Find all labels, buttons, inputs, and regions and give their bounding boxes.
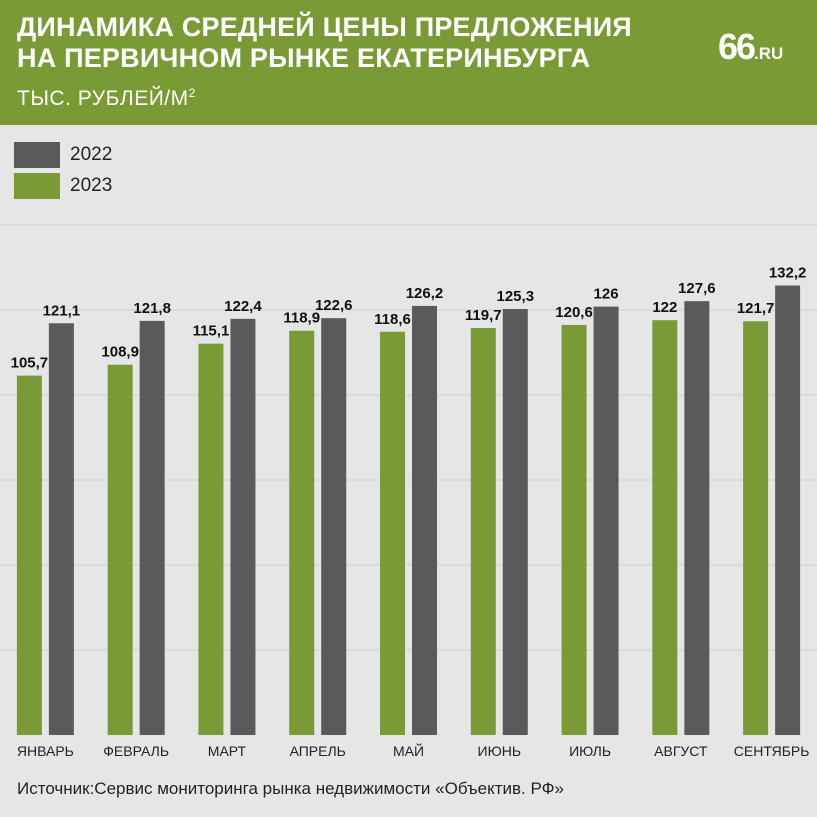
bar-2023 xyxy=(107,364,133,735)
legend-label-2022: 2022 xyxy=(70,144,113,165)
bar-2022 xyxy=(412,305,437,735)
bar-2022 xyxy=(684,301,710,735)
bar-2022 xyxy=(139,320,165,735)
data-label-2023: 121,7 xyxy=(737,300,775,317)
data-label-2023: 118,9 xyxy=(283,310,320,327)
legend-swatch-2022 xyxy=(14,142,60,168)
bar-2023 xyxy=(470,328,496,735)
bar-2023 xyxy=(743,321,769,735)
legend-item-2023: 2023 xyxy=(14,172,112,200)
title-line-2: НА ПЕРВИЧНОМ РЫНКЕ ЕКАТЕРИНБУРГА xyxy=(17,43,591,73)
data-label-2022: 122,6 xyxy=(315,297,353,314)
bar-2023 xyxy=(289,330,315,735)
header-banner: ДИНАМИКА СРЕДНЕЙ ЦЕНЫ ПРЕДЛОЖЕНИЯ НА ПЕР… xyxy=(0,0,817,125)
legend-item-2022: 2022 xyxy=(14,141,112,169)
x-tick-label: АВГУСТ xyxy=(654,743,708,759)
x-tick-label: СЕНТЯБРЬ xyxy=(734,743,810,759)
data-label-2022: 122,4 xyxy=(224,298,262,315)
logo-number: 66 xyxy=(718,26,756,67)
legend: 2022 2023 xyxy=(14,141,112,203)
data-label-2022: 126,2 xyxy=(406,285,444,302)
x-tick-label: ИЮЛЬ xyxy=(569,743,611,759)
x-tick-label: МАЙ xyxy=(393,742,424,759)
data-label-2022: 127,6 xyxy=(678,280,716,297)
bar-2023 xyxy=(380,331,405,735)
unit-superscript: 2 xyxy=(188,86,196,100)
site-logo: 66.RU xyxy=(718,26,783,68)
data-label-2023: 115,1 xyxy=(193,323,230,340)
bar-2023 xyxy=(16,375,42,735)
bar-2022 xyxy=(502,308,528,735)
data-label-2023: 105,7 xyxy=(11,355,49,372)
unit-label: ТЫС. РУБЛЕЙ/М2 xyxy=(17,86,196,111)
unit-text: ТЫС. РУБЛЕЙ/М xyxy=(17,87,189,110)
bar-2023 xyxy=(561,324,587,735)
chart-title: ДИНАМИКА СРЕДНЕЙ ЦЕНЫ ПРЕДЛОЖЕНИЯ НА ПЕР… xyxy=(17,12,667,74)
data-label-2022: 121,1 xyxy=(43,302,81,319)
title-line-1: ДИНАМИКА СРЕДНЕЙ ЦЕНЫ ПРЕДЛОЖЕНИЯ xyxy=(17,12,632,42)
legend-label-2023: 2023 xyxy=(70,175,113,196)
bar-2022 xyxy=(230,318,256,735)
data-label-2022: 132,2 xyxy=(769,265,807,282)
data-label-2023: 120,6 xyxy=(555,304,593,321)
data-label-2023: 119,7 xyxy=(465,307,502,324)
x-tick-label: МАРТ xyxy=(208,743,247,759)
bar-2023 xyxy=(198,343,224,735)
legend-swatch-2023 xyxy=(14,173,60,199)
source-note: Источник:Сервис мониторинга рынка недвиж… xyxy=(17,779,564,798)
x-tick-label: ЯНВАРЬ xyxy=(17,743,74,759)
data-label-2022: 125,3 xyxy=(497,288,535,305)
data-label-2023: 122 xyxy=(652,299,677,316)
data-label-2023: 118,6 xyxy=(374,311,411,328)
bar-2023 xyxy=(652,320,678,735)
data-label-2023: 108,9 xyxy=(101,344,139,361)
x-tick-label: АПРЕЛЬ xyxy=(290,743,346,759)
bar-2022 xyxy=(593,306,619,735)
x-tick-label: ИЮНЬ xyxy=(478,743,522,759)
x-tick-label: ФЕВРАЛЬ xyxy=(103,743,169,759)
data-label-2022: 121,8 xyxy=(133,300,171,317)
bar-2022 xyxy=(48,323,74,735)
data-label-2022: 126 xyxy=(594,286,619,303)
bar-2022 xyxy=(775,285,801,735)
bar-2022 xyxy=(321,318,347,735)
logo-domain: .RU xyxy=(754,44,784,63)
